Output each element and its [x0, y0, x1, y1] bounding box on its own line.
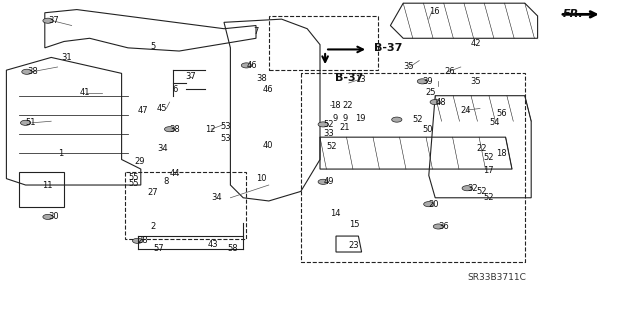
Text: 55: 55 — [128, 179, 138, 188]
Text: 54: 54 — [490, 118, 500, 127]
Text: 11: 11 — [42, 181, 52, 189]
Text: 34: 34 — [211, 193, 222, 202]
Text: 40: 40 — [262, 141, 273, 150]
Text: 51: 51 — [26, 118, 36, 127]
Text: 13: 13 — [355, 75, 366, 84]
Text: 8: 8 — [163, 177, 168, 186]
Text: 44: 44 — [170, 169, 180, 178]
Text: 21: 21 — [339, 123, 349, 132]
Text: 53: 53 — [221, 134, 232, 143]
Text: 17: 17 — [483, 166, 494, 175]
Circle shape — [430, 100, 440, 105]
Circle shape — [462, 186, 472, 191]
Text: 50: 50 — [422, 125, 433, 134]
Text: 46: 46 — [262, 85, 273, 94]
Circle shape — [417, 79, 428, 84]
Text: 37: 37 — [48, 16, 59, 25]
Text: 5: 5 — [150, 42, 156, 51]
Text: 35: 35 — [470, 77, 481, 86]
Circle shape — [424, 202, 434, 207]
Text: 25: 25 — [426, 88, 436, 97]
Circle shape — [164, 127, 175, 132]
Text: 52: 52 — [323, 120, 333, 129]
Text: 43: 43 — [208, 240, 219, 249]
Text: 38: 38 — [27, 67, 38, 76]
Text: 41: 41 — [80, 88, 90, 97]
Circle shape — [132, 238, 143, 243]
Text: 42: 42 — [470, 39, 481, 48]
Text: 24: 24 — [461, 106, 471, 115]
Circle shape — [433, 224, 444, 229]
Text: 26: 26 — [445, 67, 456, 76]
Text: 36: 36 — [438, 222, 449, 231]
Text: 58: 58 — [227, 244, 238, 253]
Text: 34: 34 — [157, 144, 168, 153]
Text: 20: 20 — [429, 200, 439, 209]
Circle shape — [20, 120, 31, 125]
Text: 48: 48 — [435, 98, 446, 107]
Text: B-37: B-37 — [374, 43, 403, 54]
Text: 6: 6 — [173, 85, 178, 94]
Text: 9: 9 — [333, 114, 338, 122]
Text: 29: 29 — [134, 157, 145, 166]
Circle shape — [392, 117, 402, 122]
Circle shape — [43, 214, 53, 219]
Text: 7: 7 — [253, 27, 258, 36]
Text: 10: 10 — [256, 174, 266, 183]
Text: 49: 49 — [323, 177, 333, 186]
Text: 55: 55 — [128, 173, 138, 182]
Text: 38: 38 — [170, 125, 180, 134]
Text: 12: 12 — [205, 125, 215, 134]
Text: 46: 46 — [246, 61, 257, 70]
Text: 53: 53 — [221, 122, 232, 130]
Text: 27: 27 — [147, 189, 158, 197]
Text: 52: 52 — [483, 193, 493, 202]
Text: 33: 33 — [323, 130, 334, 138]
Text: 39: 39 — [422, 77, 433, 86]
Circle shape — [43, 18, 53, 23]
Text: 19: 19 — [355, 114, 365, 122]
Text: 23: 23 — [349, 241, 360, 250]
Text: 28: 28 — [138, 236, 148, 245]
Text: 38: 38 — [256, 74, 267, 83]
Text: 57: 57 — [154, 244, 164, 253]
Text: SR33B3711C: SR33B3711C — [467, 273, 526, 282]
Text: 52: 52 — [413, 115, 423, 124]
Text: 16: 16 — [429, 7, 440, 16]
Text: 30: 30 — [48, 212, 59, 221]
Text: 1: 1 — [58, 149, 63, 158]
Text: 22: 22 — [477, 144, 487, 153]
Text: 47: 47 — [138, 106, 148, 115]
Text: 31: 31 — [61, 53, 72, 62]
Text: 2: 2 — [150, 222, 156, 231]
Text: 22: 22 — [342, 101, 353, 110]
Text: 18: 18 — [496, 149, 507, 158]
Text: 18: 18 — [330, 101, 340, 110]
Text: 9: 9 — [342, 114, 348, 122]
Text: 32: 32 — [467, 184, 478, 193]
Text: 35: 35 — [403, 63, 414, 71]
Text: B-37: B-37 — [335, 73, 363, 83]
Circle shape — [318, 122, 328, 127]
Text: 14: 14 — [330, 209, 340, 218]
Circle shape — [22, 69, 32, 74]
Text: FR.: FR. — [563, 9, 584, 19]
Circle shape — [241, 63, 252, 68]
Circle shape — [318, 179, 328, 184]
Text: 52: 52 — [483, 153, 493, 162]
Text: 56: 56 — [496, 109, 507, 118]
Text: 37: 37 — [186, 72, 196, 81]
Text: 45: 45 — [157, 104, 167, 113]
Text: 52: 52 — [477, 187, 487, 196]
Text: 15: 15 — [349, 220, 359, 229]
Text: 52: 52 — [326, 142, 337, 151]
